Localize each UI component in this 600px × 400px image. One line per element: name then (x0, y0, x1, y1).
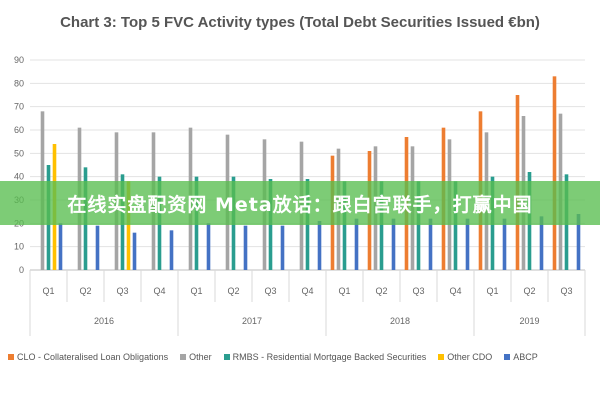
legend-label: RMBS - Residential Mortgage Backed Secur… (232, 352, 427, 362)
bar (391, 218, 396, 270)
y-tick-label: 60 (14, 125, 24, 135)
y-tick-label: 40 (14, 172, 24, 182)
y-tick-label: 50 (14, 148, 24, 158)
bar (58, 223, 63, 270)
bar (379, 181, 384, 270)
legend-swatch (180, 354, 187, 360)
bar (342, 181, 347, 270)
bar (354, 218, 359, 270)
y-tick-label: 90 (14, 55, 24, 65)
x-tick-label: Q1 (338, 286, 350, 296)
bar (126, 181, 131, 270)
y-tick-label: 0 (19, 265, 24, 275)
x-tick-label: Q3 (116, 286, 128, 296)
bar (169, 230, 174, 270)
y-tick-label: 80 (14, 78, 24, 88)
legend-item: Other (180, 352, 212, 362)
bar (539, 216, 544, 270)
x-tick-label: Q1 (486, 286, 498, 296)
bar (576, 214, 581, 270)
overlay-banner: 在线实盘配资网 Meta放话：跟白宫联手，打赢中国 (0, 181, 600, 225)
legend-swatch (504, 354, 511, 360)
bar (502, 218, 507, 270)
x-tick-label: Q4 (301, 286, 313, 296)
legend-label: ABCP (513, 352, 538, 362)
group-label: 2017 (242, 316, 262, 326)
legend-swatch (438, 354, 445, 360)
x-tick-label: Q4 (153, 286, 165, 296)
bar (206, 223, 211, 270)
legend-item: CLO - Collateralised Loan Obligations (8, 352, 168, 362)
bar (243, 225, 248, 270)
legend-swatch (8, 354, 14, 360)
bar (95, 225, 100, 270)
x-tick-label: Q2 (227, 286, 239, 296)
bar (428, 218, 433, 270)
legend-item: RMBS - Residential Mortgage Backed Secur… (223, 352, 427, 362)
x-tick-label: Q1 (190, 286, 202, 296)
group-label: 2019 (519, 316, 539, 326)
legend-label: Other (189, 352, 212, 362)
bar (416, 181, 421, 270)
x-tick-label: Q4 (449, 286, 461, 296)
x-tick-label: Q3 (264, 286, 276, 296)
group-label: 2016 (94, 316, 114, 326)
x-tick-label: Q2 (375, 286, 387, 296)
bar (465, 218, 470, 270)
legend-label: CLO - Collateralised Loan Obligations (17, 352, 169, 362)
chart-title: Chart 3: Top 5 FVC Activity types (Total… (60, 14, 540, 31)
legend-swatch (223, 354, 230, 360)
bar (453, 181, 458, 270)
banner-text: 在线实盘配资网 Meta放话：跟白宫联手，打赢中国 (67, 193, 533, 216)
x-tick-label: Q3 (412, 286, 424, 296)
legend-label: Other CDO (447, 352, 493, 362)
bar (132, 232, 137, 270)
chart-legend: CLO - Collateralised Loan Obligations Oth… (8, 352, 598, 362)
x-tick-label: Q2 (523, 286, 535, 296)
legend-item: ABCP (504, 352, 538, 362)
bar (552, 76, 557, 270)
legend-item: Other CDO (438, 352, 492, 362)
y-tick-label: 10 (14, 242, 24, 252)
bar (317, 221, 322, 270)
y-tick-label: 70 (14, 102, 24, 112)
x-tick-label: Q1 (42, 286, 54, 296)
group-label: 2018 (390, 316, 410, 326)
bar (280, 225, 285, 270)
x-tick-label: Q2 (79, 286, 91, 296)
x-tick-label: Q3 (560, 286, 572, 296)
